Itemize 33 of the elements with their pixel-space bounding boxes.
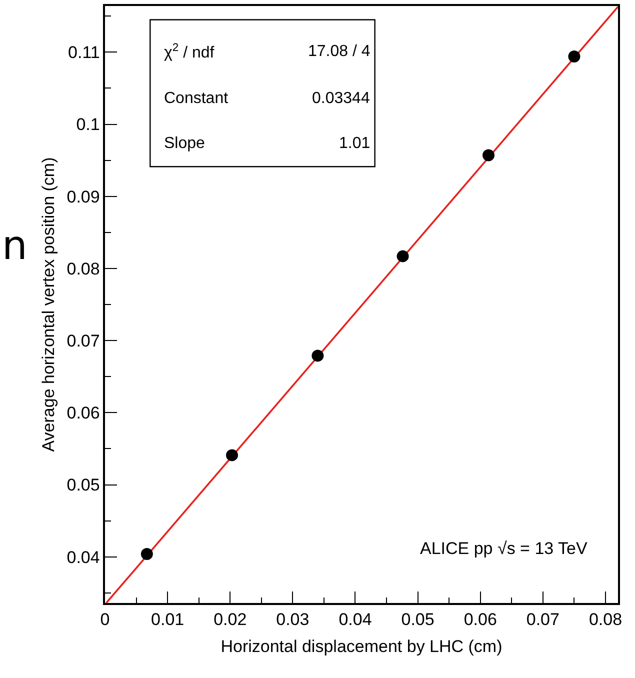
y-tick-label: 0.04 xyxy=(66,548,100,567)
annotation: ALICE pp √s = 13 TeV xyxy=(420,539,588,558)
y-tick-label: 0.06 xyxy=(66,404,100,423)
point xyxy=(226,449,238,462)
y-tick-label: 0.1 xyxy=(76,115,100,134)
annotation: Slope xyxy=(164,135,206,152)
y-axis-title: Average horizontal vertex position (cm) xyxy=(38,157,58,452)
x-tick-label: 0.05 xyxy=(401,610,434,630)
x-tick-label: 0.04 xyxy=(338,610,372,630)
x-tick-label: 0 xyxy=(100,610,110,630)
x-tick-label: 0.02 xyxy=(214,610,247,630)
x-tick-label: 0.03 xyxy=(276,610,310,630)
text: n xyxy=(2,223,28,269)
y-tick-label: 0.11 xyxy=(68,43,100,62)
point xyxy=(482,149,494,162)
annotation: χ$^{2}$ / ndf xyxy=(164,42,215,62)
y-tick-label: 0.05 xyxy=(66,476,100,495)
x-axis-title: Horizontal displacement by LHC (cm) xyxy=(220,637,502,656)
annotation: 17.08 / 4 xyxy=(308,43,370,60)
point xyxy=(312,350,324,362)
annotation: Constant xyxy=(164,90,229,107)
x-tick-label: 0.06 xyxy=(464,610,497,630)
point xyxy=(396,250,409,262)
x-tick-label: 0.07 xyxy=(526,610,560,630)
point xyxy=(140,548,153,560)
y-tick-label: 0.09 xyxy=(66,187,100,206)
x-tick-label: 0.08 xyxy=(588,610,622,630)
y-tick-label: 0.08 xyxy=(66,259,100,278)
point xyxy=(568,50,580,62)
y-tick-label: 0.07 xyxy=(66,332,100,350)
x-tick-label: 0.01 xyxy=(151,610,184,630)
annotation: 1.01 xyxy=(339,135,370,152)
annotation: 0.03344 xyxy=(312,90,370,107)
